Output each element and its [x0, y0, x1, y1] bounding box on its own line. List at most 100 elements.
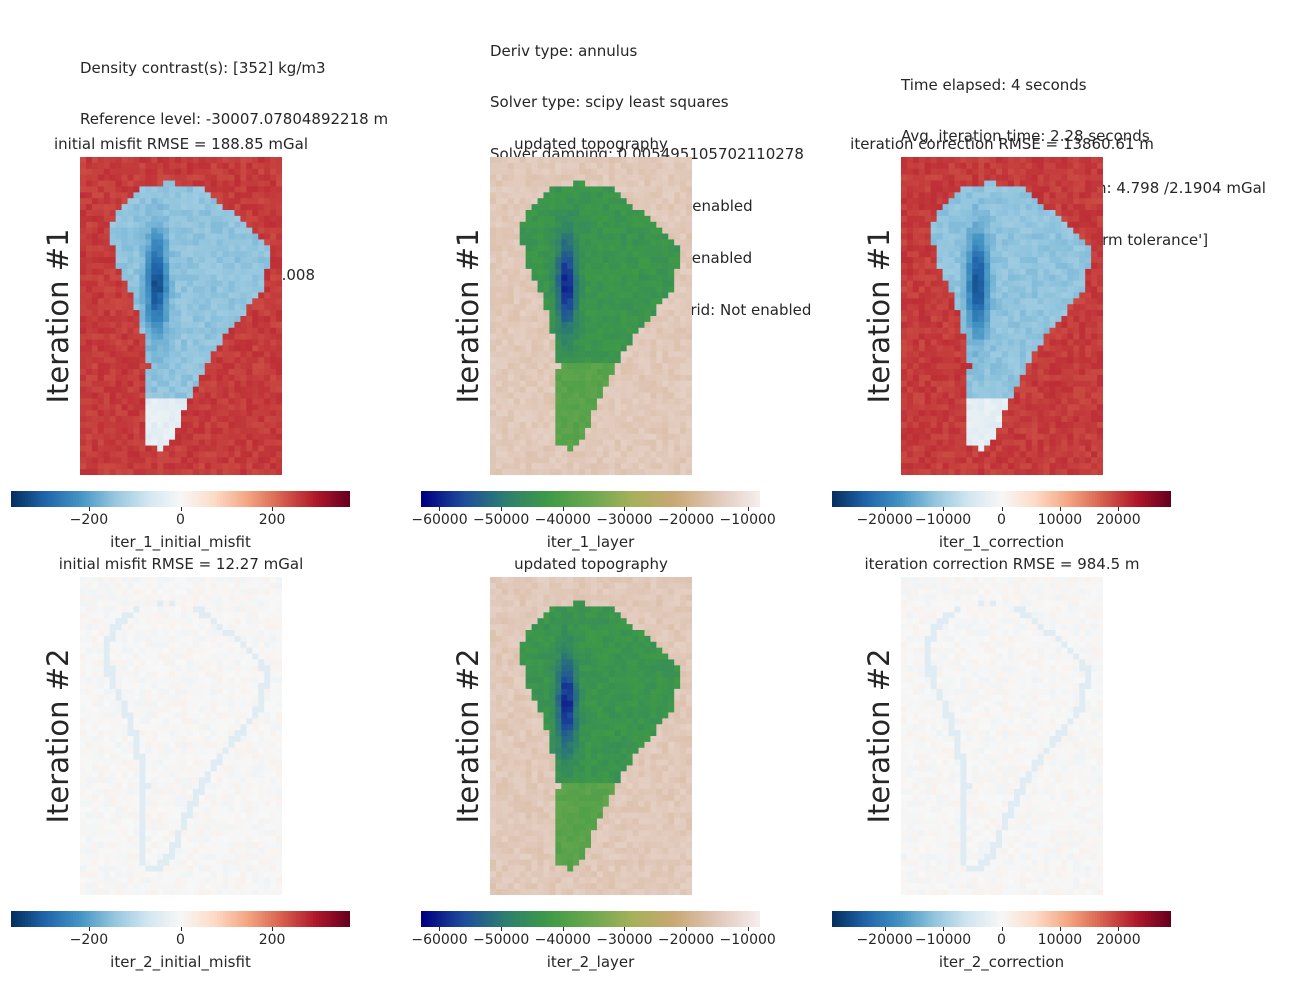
heatmap-cell [972, 251, 979, 258]
heatmap-cell [996, 227, 1003, 235]
heatmap-cell [978, 321, 985, 329]
heatmap-cell [525, 316, 533, 323]
heatmap-cell [561, 451, 568, 458]
heatmap-cell [85, 333, 93, 341]
heatmap-cell [157, 398, 164, 405]
heatmap-cell [1002, 251, 1009, 258]
heatmap-cell [644, 463, 652, 470]
heatmap-cell [680, 392, 687, 400]
heatmap-cell [984, 280, 991, 288]
heatmap-cell [252, 251, 259, 258]
heatmap-cell [169, 168, 176, 176]
heatmap-cell [507, 433, 515, 441]
heatmap-cell [596, 404, 604, 411]
heatmap-cell [85, 221, 93, 229]
heatmap-cell [561, 316, 568, 323]
heatmap-cell [620, 286, 628, 294]
heatmap-cell [264, 422, 271, 429]
heatmap-cell [139, 310, 146, 317]
heatmap-cell [145, 274, 152, 282]
heatmap-cell [543, 198, 551, 205]
heatmap-cell [490, 422, 497, 429]
heatmap-cell [1055, 298, 1063, 305]
heatmap-cell [680, 416, 687, 423]
heatmap-cell [276, 215, 282, 223]
heatmap-cell [638, 469, 646, 475]
heatmap-cell [1049, 204, 1057, 211]
heatmap-cell [1097, 180, 1103, 188]
colorbar-segment [211, 491, 215, 507]
heatmap-cell [954, 162, 962, 170]
colorbar-segment [163, 491, 167, 507]
heatmap-cell [1055, 215, 1063, 223]
heatmap-cell [198, 263, 206, 270]
heatmap-cell [228, 398, 236, 405]
heatmap-cell [686, 369, 692, 376]
heatmap-cell [495, 386, 503, 394]
colorbar-segment [666, 491, 671, 507]
heatmap-cell [638, 392, 646, 400]
heatmap-cell [1085, 168, 1092, 176]
heatmap-cell [127, 380, 135, 388]
heatmap-cell [234, 215, 242, 223]
heatmap-cell [1067, 186, 1074, 193]
heatmap-cell [246, 157, 253, 164]
heatmap-cell [186, 339, 194, 347]
heatmap-cell [139, 433, 146, 441]
heatmap-cell [91, 251, 99, 258]
heatmap-cell [210, 345, 218, 352]
heatmap-cell [602, 369, 610, 376]
heatmap-cell [1007, 180, 1015, 188]
heatmap-cell [115, 410, 123, 417]
heatmap-cell [674, 204, 681, 211]
heatmap-cell [97, 174, 105, 182]
heatmap-cell [936, 233, 944, 241]
heatmap-cell [121, 392, 129, 400]
heatmap-cell [656, 363, 663, 370]
heatmap-cell [543, 469, 551, 475]
heatmap-cell [210, 245, 218, 252]
heatmap-cell [264, 445, 271, 453]
heatmap-cell [543, 386, 551, 394]
heatmap-cell [638, 310, 646, 317]
heatmap-cell [549, 339, 556, 347]
heatmap-cell [602, 345, 610, 352]
heatmap-cell [525, 292, 533, 299]
heatmap-cell [127, 369, 135, 376]
heatmap-cell [270, 192, 277, 199]
heatmap-cell [668, 174, 675, 182]
heatmap-cell [127, 345, 135, 352]
heatmap-cell [555, 380, 562, 388]
heatmap-cell [175, 445, 182, 453]
colorbar-segment [140, 491, 145, 507]
heatmap-cell [591, 263, 598, 270]
heatmap-cell [139, 374, 146, 382]
heatmap-cell [918, 298, 926, 305]
heatmap-cell [954, 298, 962, 305]
heatmap-cell [644, 398, 652, 405]
colorbar-segment [426, 491, 430, 507]
heatmap-cell [204, 298, 212, 305]
heatmap-cell [210, 316, 218, 323]
heatmap-cell [620, 374, 628, 382]
heatmap-cell [246, 221, 253, 229]
heatmap-cell [495, 292, 503, 299]
heatmap-cell [948, 168, 956, 176]
colorbar-segment [454, 491, 459, 507]
heatmap-cell [1061, 304, 1068, 311]
heatmap-cell [531, 469, 539, 475]
heatmap-cell [163, 274, 170, 282]
heatmap-cell [151, 380, 158, 388]
heatmap-cell [608, 439, 616, 447]
heatmap-cell [252, 445, 259, 453]
heatmap-cell [276, 339, 282, 347]
heatmap-cell [585, 210, 592, 217]
heatmap-cell [157, 168, 164, 176]
heatmap-cell [103, 239, 111, 246]
heatmap-cell [960, 192, 967, 199]
heatmap-cell [966, 210, 973, 217]
heatmap-cell [525, 451, 533, 458]
heatmap-cell [1037, 186, 1045, 193]
heatmap-cell [1025, 174, 1033, 182]
heatmap-cell [121, 180, 129, 188]
